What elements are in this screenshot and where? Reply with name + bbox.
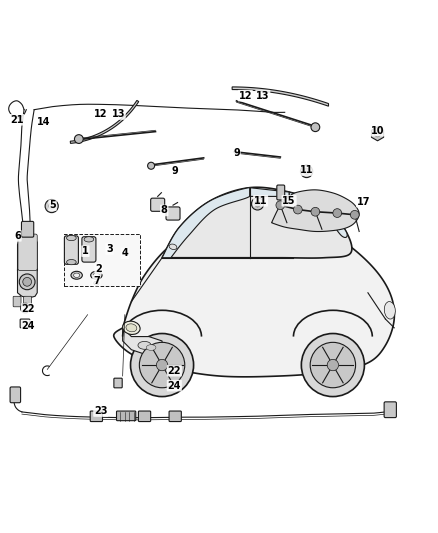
Ellipse shape [169,244,177,249]
Text: 17: 17 [357,197,370,207]
Ellipse shape [67,236,76,241]
Text: 24: 24 [22,321,35,330]
FancyBboxPatch shape [169,411,181,422]
Ellipse shape [91,271,102,279]
FancyBboxPatch shape [64,236,78,264]
Text: 9: 9 [172,166,179,176]
Circle shape [311,207,320,216]
Ellipse shape [126,324,137,332]
Text: 3: 3 [106,244,113,254]
Text: 10: 10 [371,126,384,136]
Polygon shape [18,233,37,271]
FancyBboxPatch shape [117,411,136,421]
Text: 12: 12 [94,109,107,119]
Circle shape [374,131,381,137]
Circle shape [254,201,261,207]
Circle shape [251,198,264,210]
Circle shape [301,334,364,397]
Text: 21: 21 [10,115,23,125]
Circle shape [148,162,155,169]
Text: 11: 11 [300,165,313,175]
Text: 23: 23 [94,406,107,416]
Ellipse shape [71,271,82,279]
Text: 6: 6 [14,231,21,241]
Ellipse shape [123,321,140,335]
FancyBboxPatch shape [277,185,285,200]
Text: 24: 24 [168,381,181,391]
FancyBboxPatch shape [90,411,102,422]
Polygon shape [289,192,347,238]
Polygon shape [272,190,359,231]
Polygon shape [123,328,162,354]
Circle shape [333,209,342,217]
Circle shape [350,211,359,219]
Ellipse shape [93,273,99,278]
Circle shape [300,165,313,177]
FancyBboxPatch shape [138,411,151,422]
FancyBboxPatch shape [151,198,165,211]
Circle shape [311,123,320,132]
Text: 15: 15 [283,196,296,206]
FancyBboxPatch shape [18,234,37,270]
Text: 22: 22 [22,304,35,314]
Ellipse shape [74,273,80,278]
FancyBboxPatch shape [114,378,122,388]
Text: 11: 11 [254,196,267,206]
Circle shape [131,334,194,397]
FancyBboxPatch shape [384,402,396,418]
Text: 14: 14 [37,117,50,127]
Text: 7: 7 [93,276,100,286]
Text: 22: 22 [168,366,181,376]
Circle shape [304,168,310,174]
FancyBboxPatch shape [64,233,140,286]
Polygon shape [232,87,328,106]
FancyBboxPatch shape [166,207,180,220]
FancyBboxPatch shape [20,319,30,328]
Polygon shape [250,188,289,197]
Circle shape [293,205,302,214]
Ellipse shape [138,342,151,349]
Circle shape [45,199,58,213]
Circle shape [310,342,356,387]
Text: 12: 12 [239,91,252,101]
Text: 13: 13 [256,91,269,101]
Text: 4: 4 [121,248,128,259]
Ellipse shape [94,281,99,285]
Circle shape [327,359,339,371]
Text: 13: 13 [112,109,125,119]
Circle shape [276,201,285,209]
Ellipse shape [146,345,156,350]
Polygon shape [162,187,352,258]
Circle shape [19,274,35,290]
Polygon shape [70,100,139,143]
Text: 1: 1 [82,246,89,256]
Text: 9: 9 [233,148,240,158]
Ellipse shape [84,237,94,242]
Polygon shape [162,188,254,258]
Ellipse shape [67,260,76,265]
FancyBboxPatch shape [24,296,32,307]
Circle shape [74,135,83,143]
Ellipse shape [384,302,396,319]
Polygon shape [18,269,37,298]
Text: 5: 5 [49,200,56,210]
Text: 8: 8 [161,205,168,215]
FancyBboxPatch shape [21,221,34,237]
Polygon shape [114,214,394,377]
Text: 2: 2 [95,264,102,273]
Circle shape [156,359,168,371]
FancyBboxPatch shape [10,387,21,403]
Circle shape [23,278,32,286]
FancyBboxPatch shape [13,296,21,307]
FancyBboxPatch shape [82,237,96,262]
Circle shape [139,342,185,387]
Circle shape [49,203,55,209]
